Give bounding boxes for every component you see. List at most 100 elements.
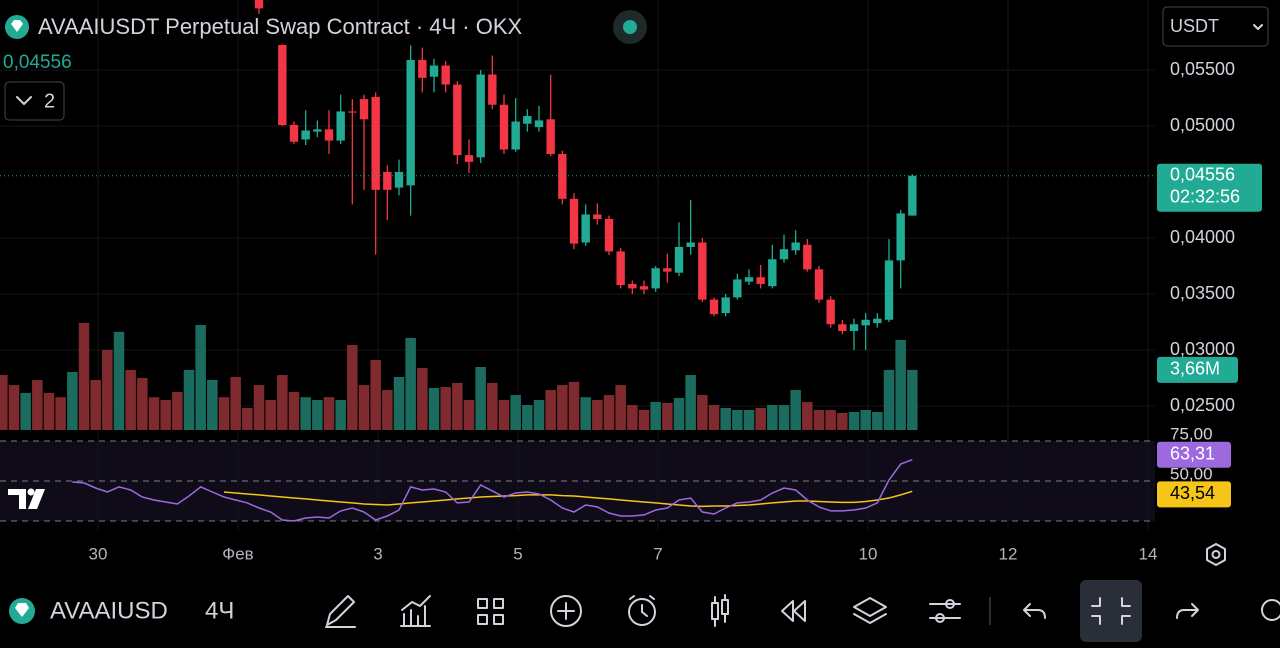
volume-bar xyxy=(335,399,346,430)
volume-bar xyxy=(125,369,136,430)
redo-icon xyxy=(1176,603,1199,619)
alert-tool[interactable] xyxy=(628,595,656,626)
chart-type-tool[interactable] xyxy=(711,594,729,627)
currency-select[interactable] xyxy=(1162,6,1269,47)
candle-body xyxy=(803,244,812,270)
toolbar-interval[interactable]: 4Ч xyxy=(205,597,234,624)
slider-knob xyxy=(935,613,945,623)
axis-layer: 30 Фев 3 5 7 10 12 14 0,05500 0,05000 0,04000 0,035… xyxy=(89,59,1262,563)
undo-button[interactable] xyxy=(1023,603,1046,619)
volume-bar xyxy=(288,391,300,430)
candle-body xyxy=(348,111,357,113)
last-price: 0,04556 xyxy=(3,52,72,73)
volume-bar xyxy=(662,402,673,430)
candle-body xyxy=(371,96,380,190)
redo-button[interactable] xyxy=(1176,603,1199,619)
toolbar-bg xyxy=(0,578,1280,648)
volume-bar xyxy=(837,412,848,430)
layers-tool[interactable] xyxy=(853,597,887,624)
volume-bar xyxy=(207,379,218,430)
candle-body xyxy=(733,279,742,298)
volume-bar xyxy=(592,399,603,430)
candle-body xyxy=(511,121,520,150)
more-icon xyxy=(1261,599,1280,621)
rsi-ma-line xyxy=(223,490,913,508)
toolbar-symbol[interactable]: AVAAIUSD xyxy=(50,597,168,624)
replay-tool[interactable] xyxy=(781,600,806,622)
volume-bar xyxy=(55,397,66,430)
volume-bar xyxy=(907,369,918,430)
candle-body xyxy=(336,111,345,141)
volume-bar xyxy=(778,405,790,430)
volume-bar xyxy=(463,399,475,430)
chevron-icon xyxy=(16,96,32,105)
volume-bar xyxy=(487,382,498,430)
candle-body xyxy=(546,119,555,155)
candle-body xyxy=(476,74,485,158)
undo-icon xyxy=(1023,603,1046,619)
settings-button[interactable] xyxy=(1206,543,1226,566)
volume-bar xyxy=(545,389,556,430)
layout-tool[interactable] xyxy=(477,598,504,625)
add-tool[interactable] xyxy=(550,595,582,627)
candle-body xyxy=(254,0,264,9)
volume-bar xyxy=(732,409,743,430)
currency-label: USDT xyxy=(1170,16,1219,36)
candle-body xyxy=(488,74,497,105)
candle-body xyxy=(663,268,672,272)
candle-body xyxy=(838,324,847,331)
candle-body xyxy=(581,214,590,243)
volume-bar xyxy=(43,392,55,430)
volume-bar xyxy=(767,405,778,430)
indicators-tool[interactable] xyxy=(400,595,431,627)
candle-body xyxy=(779,249,789,260)
candle-body xyxy=(464,155,474,162)
volume-bar xyxy=(475,366,486,430)
candle-body xyxy=(324,129,334,141)
volume-bar xyxy=(67,371,78,430)
volume-bar xyxy=(90,379,101,430)
draw-tool[interactable] xyxy=(325,595,356,628)
candle-body xyxy=(873,318,882,324)
volume-bar xyxy=(417,367,428,430)
candle-body xyxy=(791,242,800,251)
indicators-count: 2 xyxy=(44,90,55,112)
rewind-icon xyxy=(781,600,806,622)
volume-value-label: 3,66M xyxy=(1170,359,1220,379)
gear-center xyxy=(1211,550,1221,559)
indicators-toggle[interactable] xyxy=(4,81,65,121)
volume-bar xyxy=(405,337,416,430)
slider-knob xyxy=(945,599,955,609)
symbol-title[interactable]: AVAAIUSDT Perpetual Swap Contract · 4Ч ·… xyxy=(38,14,523,39)
volume-bar xyxy=(78,322,90,430)
candle-body xyxy=(523,115,532,124)
candle-body xyxy=(639,286,649,290)
volume-bar xyxy=(183,369,195,430)
fullscreen-button[interactable] xyxy=(1080,580,1142,642)
rsi-tick-label: 75,00 xyxy=(1170,424,1213,443)
volume-bar xyxy=(242,408,253,430)
y-tick-label: 0,03000 xyxy=(1170,339,1235,359)
settings-tool[interactable] xyxy=(929,599,961,623)
volume-bar xyxy=(720,408,731,430)
volume-bar xyxy=(568,381,580,430)
volume-bar xyxy=(802,401,813,430)
volume-bar xyxy=(358,385,370,430)
candle-body xyxy=(593,214,602,219)
volume-bar xyxy=(580,397,591,430)
volume-bar xyxy=(743,409,755,430)
rsi-ma-value-label: 43,54 xyxy=(1170,483,1215,503)
candle-body xyxy=(908,175,917,216)
x-tick-label: 14 xyxy=(1139,544,1158,563)
candle-body xyxy=(359,99,369,120)
candle-body xyxy=(313,129,322,132)
volume-bar xyxy=(557,385,568,430)
more-button[interactable] xyxy=(1261,599,1280,621)
candle-body xyxy=(849,324,859,331)
candle-body xyxy=(289,124,299,142)
volume-bar xyxy=(615,385,626,430)
clock-icon xyxy=(628,598,656,626)
logo-part xyxy=(8,489,26,509)
